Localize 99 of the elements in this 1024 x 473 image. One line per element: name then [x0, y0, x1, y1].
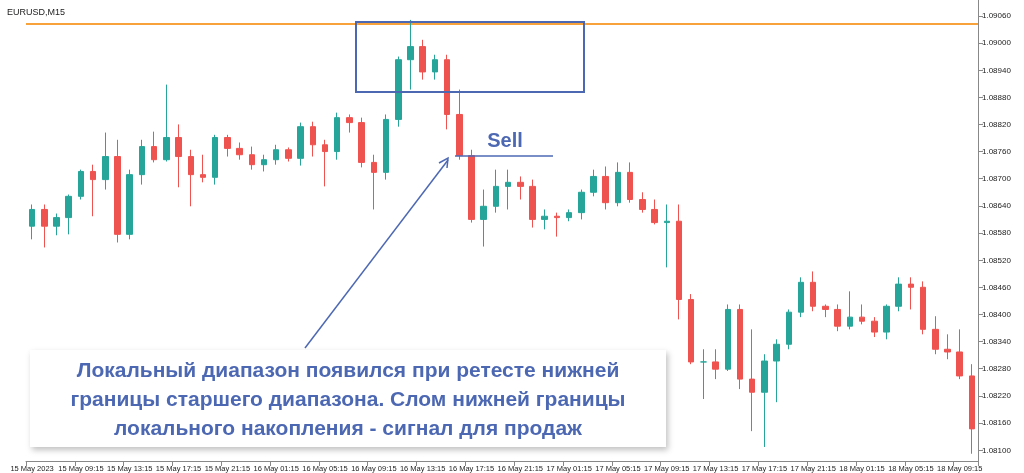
candlestick [419, 39, 426, 81]
candlestick [65, 194, 72, 235]
candlestick [676, 203, 682, 320]
candlestick [102, 132, 109, 191]
candlestick [126, 169, 133, 240]
candlestick [871, 316, 878, 338]
candlestick [273, 144, 279, 166]
candlestick [566, 208, 572, 222]
candlestick [786, 308, 792, 350]
candlestick [236, 142, 243, 161]
candlestick [969, 363, 975, 455]
y-tick-label: 1.08580 [982, 228, 1012, 238]
candlestick [517, 175, 524, 201]
candlestick [737, 303, 743, 390]
candlestick [90, 164, 96, 217]
candlestick [151, 131, 157, 163]
y-tick-label: 1.08400 [982, 309, 1012, 319]
annotation: Локальный диапазон появился при ретесте нижней границы старшего диапазона. Слом нижней границы локального накопления - сигнал для продаж [69, 357, 627, 441]
candlestick [822, 303, 829, 318]
candlestick [505, 169, 511, 210]
candlestick [139, 139, 145, 186]
candlestick [908, 276, 914, 310]
candlestick [664, 203, 670, 268]
candlestick [712, 348, 719, 380]
candlestick [725, 303, 731, 372]
candlestick [688, 293, 694, 365]
y-tick-label: 1.08520 [982, 255, 1012, 265]
candlestick [847, 290, 853, 330]
candlestick [554, 212, 560, 238]
candlestick [346, 113, 353, 134]
annotation: Sell [487, 129, 523, 151]
candlestick [114, 139, 121, 243]
y-tick-label: 1.08640 [982, 201, 1012, 211]
callout-box: Локальный диапазон появился при ретесте нижней границы старшего диапазона. Слом нижней границы локального накопления - сигнал для продаж [30, 350, 666, 447]
candlestick [627, 161, 633, 204]
candlestick [29, 203, 35, 240]
candlestick [200, 154, 206, 183]
candlestick [651, 199, 658, 225]
y-tick-label: 1.08280 [982, 364, 1012, 374]
candlestick [175, 123, 182, 188]
candlestick [188, 149, 194, 207]
candlestick [749, 328, 755, 432]
candlestick [371, 154, 377, 210]
candlestick [700, 348, 707, 400]
candlestick [932, 315, 939, 355]
y-tick-label: 1.08820 [982, 119, 1012, 129]
candlestick [468, 149, 475, 224]
candlestick [578, 189, 585, 220]
y-tick-label: 1.08880 [982, 92, 1012, 102]
candlestick [883, 303, 890, 340]
candlestick [602, 165, 609, 210]
y-tick-label: 1.08340 [982, 337, 1012, 347]
candlestick [53, 213, 60, 236]
candlestick [261, 154, 267, 172]
candlestick [529, 179, 536, 229]
y-tick-label: 1.08100 [982, 445, 1012, 455]
candlestick [761, 353, 768, 448]
candlestick [163, 84, 170, 163]
candlestick [773, 338, 780, 403]
candlestick [358, 117, 365, 168]
candlestick [810, 270, 816, 312]
candlestick [249, 146, 255, 171]
candlestick [432, 54, 438, 81]
candlestick [383, 113, 389, 181]
text: EURUSD,M15 [7, 6, 66, 17]
y-tick-label: 1.09000 [982, 38, 1012, 48]
candlestick [407, 19, 414, 91]
candlestick [444, 54, 450, 130]
candlestick [212, 134, 218, 186]
candlestick [956, 328, 963, 380]
candlestick [395, 56, 402, 128]
candlestick [334, 112, 340, 161]
candlestick [798, 276, 804, 318]
candlestick [41, 203, 48, 248]
candlestick [944, 333, 951, 360]
candlestick [541, 208, 548, 230]
candlestick [615, 161, 621, 207]
candlestick [590, 169, 597, 197]
candlestick [834, 303, 841, 332]
candlestick [493, 169, 499, 214]
y-tick-label: 1.08700 [982, 174, 1012, 184]
y-tick-label: 1.08760 [982, 147, 1012, 157]
candlestick [285, 146, 292, 163]
candlestick [322, 139, 328, 187]
candlestick [297, 122, 304, 167]
candlestick [639, 191, 646, 214]
candlestick [920, 280, 926, 335]
y-tick-label: 1.08160 [982, 418, 1012, 428]
candlestick [895, 276, 902, 312]
y-tick-label: 1.09060 [982, 11, 1012, 21]
candlestick [224, 134, 231, 158]
y-tick-label: 1.08460 [982, 282, 1012, 292]
candlestick [859, 303, 865, 325]
candlestick [480, 189, 487, 248]
candlestick [78, 169, 84, 201]
candlestick [456, 89, 463, 161]
candlestick [310, 121, 316, 158]
y-tick-label: 1.08940 [982, 65, 1012, 75]
y-tick-label: 1.08220 [982, 391, 1012, 401]
